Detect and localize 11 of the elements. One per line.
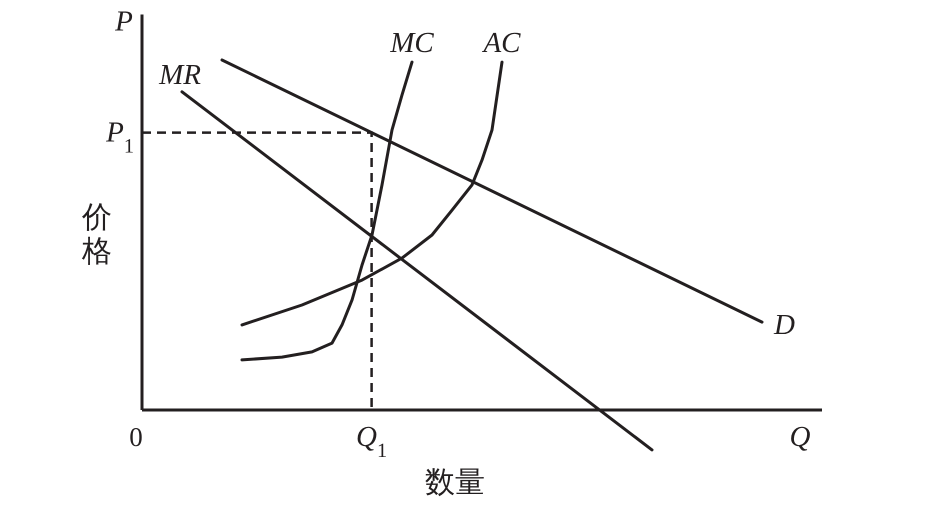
annotation: Q — [790, 421, 811, 453]
series-label: MR — [158, 58, 202, 91]
text: P — [114, 6, 133, 38]
text: P$_{1}$ — [105, 116, 134, 158]
annotation: 0 — [129, 422, 143, 452]
x-axis-title: 数量 — [425, 466, 485, 499]
annotation: Q$_{1}$ — [356, 421, 388, 462]
series-label: D — [773, 309, 795, 342]
series-label: AC — [481, 27, 522, 60]
series-label: MC — [389, 27, 434, 60]
y-axis-title: 价格 — [81, 201, 112, 268]
